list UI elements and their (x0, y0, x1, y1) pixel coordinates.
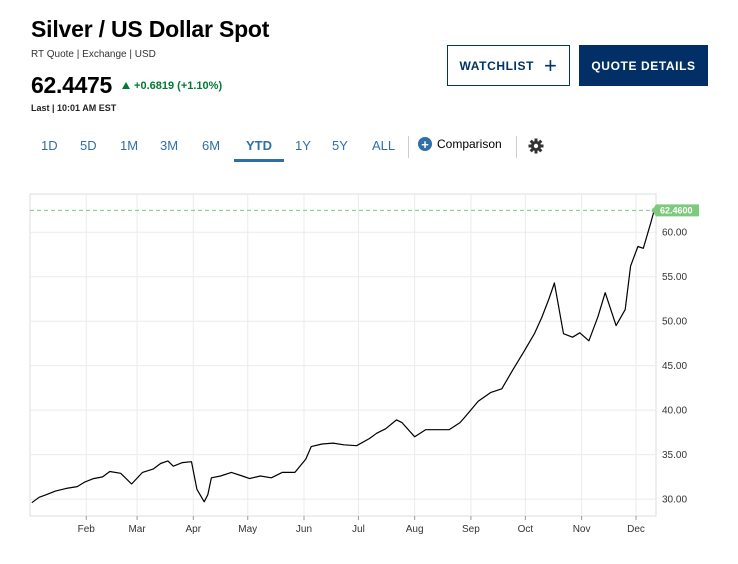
time-range-tabs: 1D 5D 1M 3M 6M YTD 1Y 5Y ALL + Compariso… (31, 134, 571, 164)
x-tick-label: Feb (78, 524, 96, 535)
quote-details-button[interactable]: QUOTE DETAILS (579, 45, 708, 86)
settings-divider (516, 136, 517, 158)
x-tick-label: Aug (406, 524, 424, 535)
last-update-time: Last | 10:01 AM EST (31, 103, 117, 113)
watchlist-button[interactable]: WATCHLIST + (447, 45, 570, 86)
x-tick-label: Jul (352, 524, 365, 535)
tab-divider (408, 136, 409, 158)
x-tick-label: Jun (296, 524, 312, 535)
x-tick-label: Sep (462, 524, 480, 535)
tab-3m[interactable]: 3M (160, 138, 179, 153)
price-row: 62.4475 +0.6819 (+1.10%) (31, 72, 222, 99)
up-arrow-icon (122, 82, 131, 89)
y-tick-label: 60.00 (662, 228, 687, 239)
y-tick-label: 45.00 (662, 361, 687, 372)
tab-1d[interactable]: 1D (41, 138, 58, 153)
gear-icon[interactable] (528, 138, 544, 154)
x-tick-label: Nov (573, 524, 591, 535)
tab-6m[interactable]: 6M (202, 138, 221, 153)
quote-details-label: QUOTE DETAILS (591, 58, 696, 73)
y-tick-label: 35.00 (662, 450, 687, 461)
x-tick-label: Oct (518, 524, 534, 535)
last-price-label: 62.4600 (660, 206, 693, 216)
page-title: Silver / US Dollar Spot (31, 16, 270, 42)
comparison-button[interactable]: + Comparison (418, 137, 502, 151)
comparison-label: Comparison (437, 137, 502, 151)
last-price-tag (652, 204, 699, 217)
y-tick-label: 50.00 (662, 317, 687, 328)
quote-source: RT Quote | Exchange | USD (31, 49, 156, 60)
tab-1m[interactable]: 1M (120, 138, 139, 153)
plus-icon: + (544, 52, 558, 78)
change-value: +0.6819 (+1.10%) (134, 79, 223, 92)
watchlist-label: WATCHLIST (459, 58, 535, 73)
y-tick-label: 55.00 (662, 272, 687, 283)
tab-1y[interactable]: 1Y (295, 138, 311, 153)
x-tick-label: Apr (186, 524, 202, 535)
x-tick-label: Mar (128, 524, 146, 535)
plus-circle-icon: + (418, 137, 432, 151)
price-line (31, 210, 655, 504)
price-change: +0.6819 (+1.10%) (122, 80, 222, 92)
tab-ytd[interactable]: YTD (234, 134, 284, 162)
plot-frame (29, 193, 657, 517)
x-tick-label: Dec (627, 524, 645, 535)
tab-5d[interactable]: 5D (80, 138, 97, 153)
tab-all[interactable]: ALL (372, 138, 396, 153)
y-tick-label: 40.00 (662, 406, 687, 417)
x-tick-label: May (238, 524, 257, 535)
last-price: 62.4475 (31, 72, 113, 98)
y-tick-label: 30.00 (662, 495, 687, 506)
tab-5y[interactable]: 5Y (332, 138, 348, 153)
